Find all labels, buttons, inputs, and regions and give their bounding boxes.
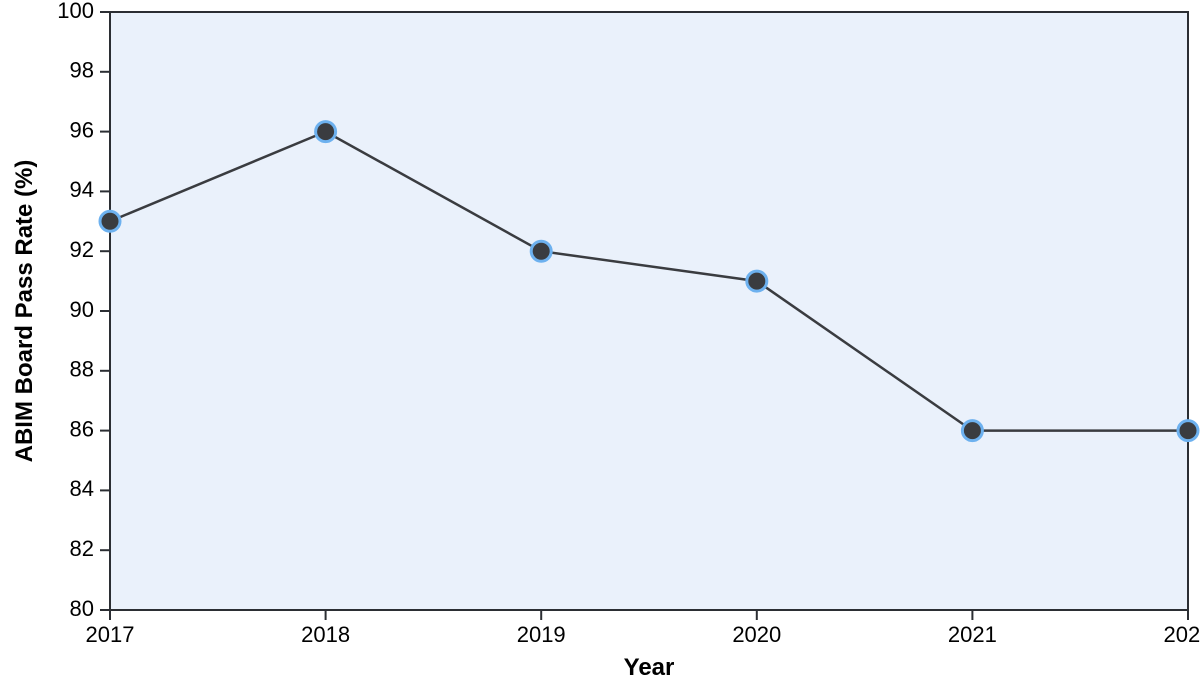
x-tick-label: 2018	[301, 622, 350, 647]
y-tick-label: 100	[57, 0, 94, 23]
data-point	[531, 241, 551, 261]
chart-container: 80 82 84 86 88 90 92 94 96 98 100 2017 2018 2019 2020 2…	[0, 0, 1200, 690]
x-tick-label: 2020	[732, 622, 781, 647]
y-tick-label: 92	[70, 237, 94, 262]
y-tick-label: 82	[70, 536, 94, 561]
y-tick-label: 98	[70, 58, 94, 83]
x-tick-label: 2019	[517, 622, 566, 647]
y-tick-label: 90	[70, 297, 94, 322]
y-tick-label: 94	[70, 177, 94, 202]
data-point	[316, 122, 336, 142]
data-point	[1178, 421, 1198, 441]
line-chart: 80 82 84 86 88 90 92 94 96 98 100 2017 2018 2019 2020 2…	[0, 0, 1200, 690]
data-point	[747, 271, 767, 291]
y-tick-label: 86	[70, 416, 94, 441]
data-point	[962, 421, 982, 441]
x-tick-label: 2017	[86, 622, 135, 647]
y-axis-label: ABIM Board Pass Rate (%)	[11, 160, 38, 463]
y-tick-label: 80	[70, 596, 94, 621]
x-tick-label: 2021	[948, 622, 997, 647]
x-axis-label: Year	[624, 654, 675, 681]
x-tick-label: 2022	[1164, 622, 1200, 647]
y-tick-label: 84	[70, 476, 94, 501]
y-tick-label: 96	[70, 117, 94, 142]
y-tick-label: 88	[70, 357, 94, 382]
data-point	[100, 211, 120, 231]
